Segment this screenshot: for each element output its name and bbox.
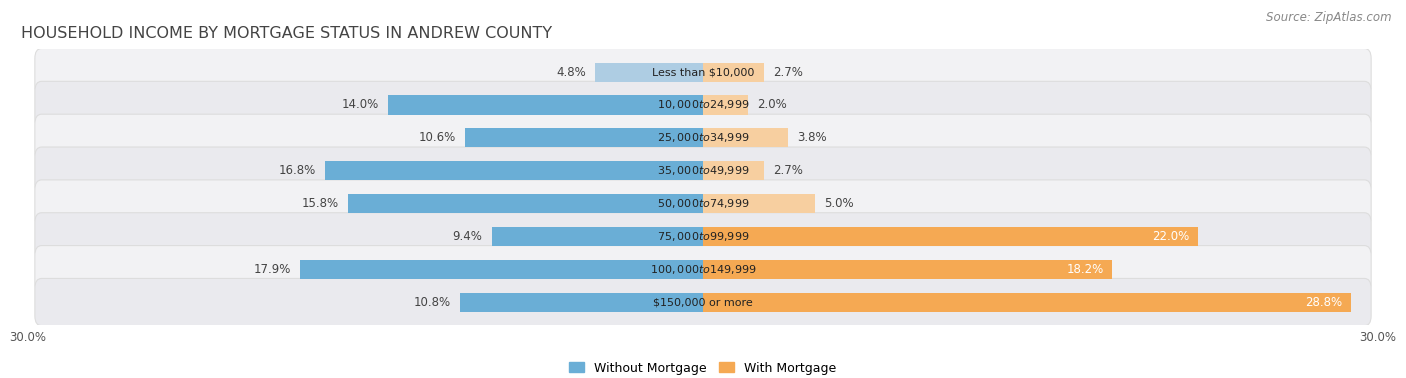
Bar — [703, 227, 1198, 246]
Bar — [703, 260, 1112, 279]
Text: $10,000 to $24,999: $10,000 to $24,999 — [657, 99, 749, 112]
Bar — [703, 96, 748, 115]
Bar — [492, 227, 703, 246]
Text: Source: ZipAtlas.com: Source: ZipAtlas.com — [1267, 11, 1392, 24]
Bar — [347, 194, 703, 213]
Bar — [388, 96, 703, 115]
Text: $35,000 to $49,999: $35,000 to $49,999 — [657, 164, 749, 177]
Bar — [703, 161, 763, 180]
Text: 16.8%: 16.8% — [278, 164, 316, 177]
Text: 15.8%: 15.8% — [301, 197, 339, 210]
Text: 9.4%: 9.4% — [453, 230, 482, 243]
Bar — [460, 293, 703, 311]
Bar — [464, 128, 703, 147]
Bar — [703, 63, 763, 82]
FancyBboxPatch shape — [35, 81, 1371, 129]
Text: 22.0%: 22.0% — [1152, 230, 1189, 243]
Text: 18.2%: 18.2% — [1066, 263, 1104, 276]
Legend: Without Mortgage, With Mortgage: Without Mortgage, With Mortgage — [564, 356, 842, 378]
Text: 5.0%: 5.0% — [824, 197, 853, 210]
Text: 17.9%: 17.9% — [254, 263, 291, 276]
Text: HOUSEHOLD INCOME BY MORTGAGE STATUS IN ANDREW COUNTY: HOUSEHOLD INCOME BY MORTGAGE STATUS IN A… — [21, 26, 553, 41]
Text: $25,000 to $34,999: $25,000 to $34,999 — [657, 131, 749, 144]
Text: 4.8%: 4.8% — [557, 66, 586, 79]
FancyBboxPatch shape — [35, 114, 1371, 161]
Text: 10.8%: 10.8% — [413, 296, 451, 308]
Text: $75,000 to $99,999: $75,000 to $99,999 — [657, 230, 749, 243]
Text: Less than $10,000: Less than $10,000 — [652, 67, 754, 77]
FancyBboxPatch shape — [35, 147, 1371, 194]
Text: 10.6%: 10.6% — [419, 131, 456, 144]
FancyBboxPatch shape — [35, 180, 1371, 227]
Text: $50,000 to $74,999: $50,000 to $74,999 — [657, 197, 749, 210]
Text: 2.0%: 2.0% — [756, 99, 787, 112]
FancyBboxPatch shape — [35, 246, 1371, 293]
Bar — [703, 293, 1351, 311]
Bar — [301, 260, 703, 279]
Bar — [325, 161, 703, 180]
Bar — [703, 128, 789, 147]
FancyBboxPatch shape — [35, 48, 1371, 96]
Text: 3.8%: 3.8% — [797, 131, 827, 144]
Text: 2.7%: 2.7% — [773, 66, 803, 79]
Text: 14.0%: 14.0% — [342, 99, 380, 112]
Bar — [595, 63, 703, 82]
FancyBboxPatch shape — [35, 279, 1371, 326]
FancyBboxPatch shape — [35, 213, 1371, 260]
Text: $100,000 to $149,999: $100,000 to $149,999 — [650, 263, 756, 276]
Text: 28.8%: 28.8% — [1305, 296, 1341, 308]
Bar — [703, 194, 815, 213]
Text: $150,000 or more: $150,000 or more — [654, 297, 752, 307]
Text: 2.7%: 2.7% — [773, 164, 803, 177]
